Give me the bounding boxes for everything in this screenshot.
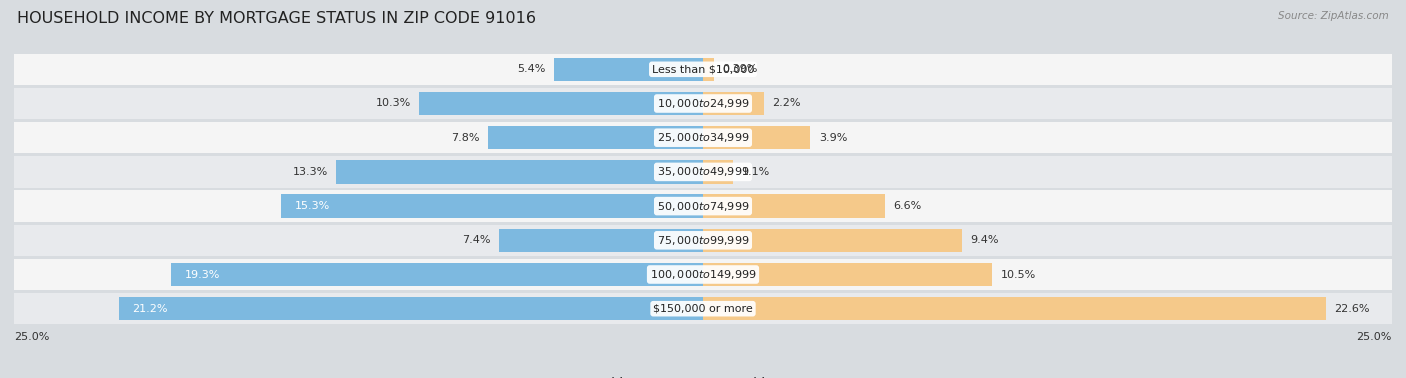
Text: 5.4%: 5.4% bbox=[517, 64, 546, 74]
Bar bbox=[703, 263, 993, 286]
Text: 7.4%: 7.4% bbox=[463, 235, 491, 245]
Bar bbox=[14, 122, 1392, 153]
Bar bbox=[14, 156, 1392, 187]
Text: $75,000 to $99,999: $75,000 to $99,999 bbox=[657, 234, 749, 247]
Bar bbox=[281, 194, 703, 218]
Bar bbox=[703, 126, 810, 149]
Text: $10,000 to $24,999: $10,000 to $24,999 bbox=[657, 97, 749, 110]
Bar bbox=[118, 297, 703, 320]
Bar bbox=[703, 194, 884, 218]
Text: 3.9%: 3.9% bbox=[818, 133, 848, 143]
Text: 15.3%: 15.3% bbox=[295, 201, 330, 211]
Text: 13.3%: 13.3% bbox=[292, 167, 328, 177]
Text: 6.6%: 6.6% bbox=[893, 201, 921, 211]
Text: 25.0%: 25.0% bbox=[1357, 332, 1392, 342]
Bar bbox=[499, 229, 703, 252]
Text: $25,000 to $34,999: $25,000 to $34,999 bbox=[657, 131, 749, 144]
Bar bbox=[703, 297, 1326, 320]
Text: 7.8%: 7.8% bbox=[451, 133, 479, 143]
Text: 25.0%: 25.0% bbox=[14, 332, 49, 342]
Bar bbox=[488, 126, 703, 149]
Text: $150,000 or more: $150,000 or more bbox=[654, 304, 752, 314]
Bar bbox=[703, 58, 714, 81]
Bar bbox=[14, 293, 1392, 324]
Text: 2.2%: 2.2% bbox=[772, 99, 800, 108]
Bar bbox=[172, 263, 703, 286]
Legend: Without Mortgage, With Mortgage: Without Mortgage, With Mortgage bbox=[576, 377, 830, 378]
Text: 1.1%: 1.1% bbox=[741, 167, 770, 177]
Text: $35,000 to $49,999: $35,000 to $49,999 bbox=[657, 166, 749, 178]
Bar bbox=[14, 225, 1392, 256]
Text: 19.3%: 19.3% bbox=[186, 270, 221, 279]
Bar bbox=[336, 160, 703, 184]
Text: Less than $10,000: Less than $10,000 bbox=[652, 64, 754, 74]
Text: 10.5%: 10.5% bbox=[1001, 270, 1036, 279]
Text: 22.6%: 22.6% bbox=[1334, 304, 1369, 314]
Text: Source: ZipAtlas.com: Source: ZipAtlas.com bbox=[1278, 11, 1389, 21]
Text: 9.4%: 9.4% bbox=[970, 235, 998, 245]
Bar bbox=[419, 92, 703, 115]
Bar bbox=[14, 191, 1392, 222]
Bar bbox=[703, 160, 734, 184]
Bar bbox=[554, 58, 703, 81]
Text: 10.3%: 10.3% bbox=[375, 99, 411, 108]
Bar bbox=[14, 259, 1392, 290]
Text: $100,000 to $149,999: $100,000 to $149,999 bbox=[650, 268, 756, 281]
Text: $50,000 to $74,999: $50,000 to $74,999 bbox=[657, 200, 749, 212]
Bar bbox=[14, 88, 1392, 119]
Text: HOUSEHOLD INCOME BY MORTGAGE STATUS IN ZIP CODE 91016: HOUSEHOLD INCOME BY MORTGAGE STATUS IN Z… bbox=[17, 11, 536, 26]
Bar bbox=[703, 92, 763, 115]
Bar bbox=[14, 54, 1392, 85]
Text: 21.2%: 21.2% bbox=[132, 304, 169, 314]
Text: 0.39%: 0.39% bbox=[723, 64, 758, 74]
Bar bbox=[703, 229, 962, 252]
